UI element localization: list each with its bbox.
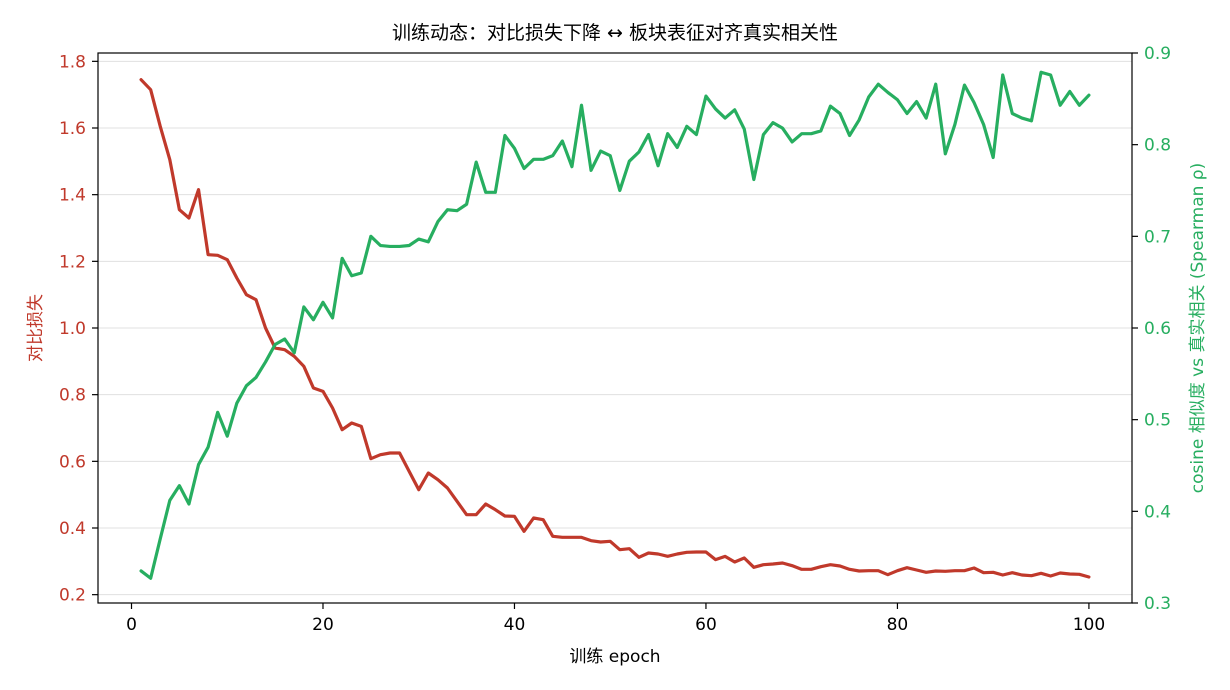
- x-tick-label-0: 0: [126, 615, 137, 635]
- left-tick-label-6: 1.4: [59, 186, 86, 206]
- x-axis-label: 训练 epoch: [569, 647, 660, 667]
- right-tick-label-1: 0.4: [1144, 502, 1171, 522]
- x-tick-label-60: 60: [695, 615, 717, 635]
- left-y-axis-ticks: 0.2 0.4 0.6 0.8 1.0 1.2 1.4 1.6 1.8: [59, 52, 98, 606]
- left-tick-label-2: 0.6: [59, 452, 86, 472]
- x-axis-ticks: 0 20 40 60 80 100: [126, 603, 1105, 635]
- series-layer: [139, 70, 1091, 580]
- loss-series-line: [139, 78, 1091, 579]
- spearman-series-line: [139, 70, 1091, 580]
- left-tick-label-4: 1.0: [59, 319, 86, 339]
- left-tick-label-0: 0.2: [59, 586, 86, 606]
- right-y-axis-label: cosine 相似度 vs 真实相关 (Spearman ρ): [1188, 163, 1208, 493]
- chart-title: 训练动态：对比损失下降 ↔ 板块表征对齐真实相关性: [392, 22, 838, 44]
- right-tick-label-2: 0.5: [1144, 411, 1171, 431]
- left-tick-label-1: 0.4: [59, 519, 86, 539]
- right-tick-label-5: 0.8: [1144, 136, 1171, 156]
- right-tick-label-0: 0.3: [1144, 594, 1171, 614]
- x-tick-label-80: 80: [887, 615, 909, 635]
- left-tick-label-7: 1.6: [59, 119, 86, 139]
- x-tick-label-40: 40: [504, 615, 526, 635]
- right-tick-label-3: 0.6: [1144, 319, 1171, 339]
- right-tick-label-6: 0.9: [1144, 44, 1171, 64]
- x-tick-label-100: 100: [1073, 615, 1105, 635]
- x-tick-label-20: 20: [312, 615, 334, 635]
- left-tick-label-3: 0.8: [59, 386, 86, 406]
- right-tick-label-4: 0.7: [1144, 227, 1171, 247]
- right-y-axis-ticks: 0.3 0.4 0.5 0.6 0.7 0.8 0.9: [1132, 44, 1171, 614]
- left-tick-label-8: 1.8: [59, 52, 86, 72]
- left-tick-label-5: 1.2: [59, 252, 86, 272]
- left-y-axis-label: 对比损失: [26, 294, 46, 362]
- horizontal-gridlines: [98, 60, 1132, 596]
